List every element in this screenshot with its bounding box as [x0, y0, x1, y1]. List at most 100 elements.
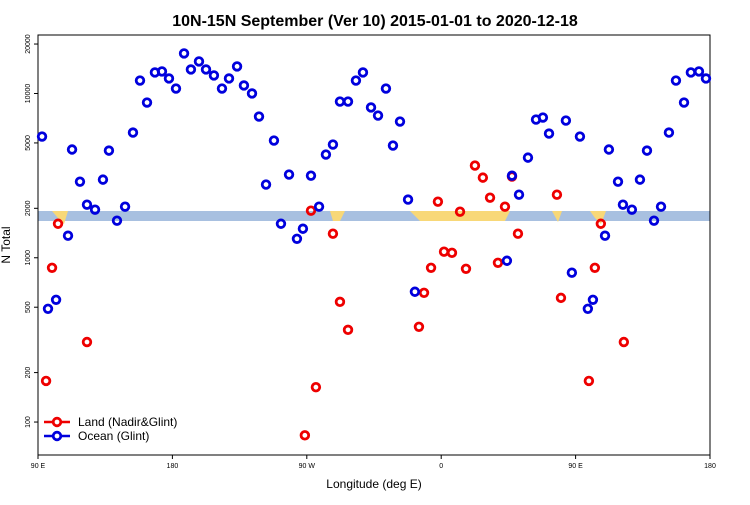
y-tick-label: 200	[25, 367, 32, 379]
point	[499, 201, 511, 212]
x-axis-label: Longitude (deg E)	[326, 477, 421, 491]
y-tick-label: 20000	[25, 34, 32, 54]
point	[492, 257, 504, 268]
plot-frame	[37, 34, 711, 456]
point	[484, 192, 496, 203]
point	[299, 430, 311, 441]
point	[313, 201, 325, 212]
point	[413, 321, 425, 332]
point	[46, 262, 58, 273]
x-tick-label: 90 E	[31, 463, 46, 470]
point	[327, 228, 339, 239]
legend-label: Ocean (Glint)	[78, 429, 149, 443]
x-tick-label: 90 E	[568, 463, 583, 470]
point	[89, 204, 101, 215]
point	[574, 131, 586, 142]
point	[81, 199, 93, 210]
point	[555, 292, 567, 304]
point	[582, 303, 594, 315]
point	[506, 170, 518, 181]
point	[40, 375, 52, 387]
y-axis-label: N Total	[0, 226, 13, 263]
x-tick-label: 0	[439, 463, 443, 470]
point	[432, 196, 444, 207]
point	[678, 97, 690, 108]
point	[634, 174, 646, 185]
point	[670, 75, 682, 86]
point	[425, 262, 437, 273]
point	[648, 215, 660, 226]
band	[38, 211, 710, 221]
point	[460, 263, 472, 274]
point	[409, 286, 421, 297]
y-tick-label: 10000	[25, 84, 32, 104]
point	[663, 127, 675, 138]
point	[438, 246, 450, 257]
point	[223, 73, 235, 84]
point	[297, 223, 309, 234]
point	[560, 115, 572, 126]
point	[305, 205, 317, 216]
point	[618, 336, 630, 348]
point	[334, 296, 346, 308]
point	[626, 204, 638, 215]
point	[111, 215, 123, 226]
point	[469, 160, 481, 171]
point	[537, 112, 549, 123]
point	[603, 144, 615, 155]
point	[522, 152, 534, 163]
point	[566, 267, 578, 278]
point	[334, 96, 346, 107]
y-tick-label: 5000	[25, 135, 32, 151]
chart-title: 10N-15N September (Ver 10) 2015-01-01 to…	[172, 13, 578, 30]
point	[74, 176, 86, 187]
point	[193, 56, 205, 67]
point	[163, 73, 175, 84]
point	[231, 61, 243, 72]
point	[208, 70, 220, 81]
point	[200, 64, 212, 75]
point	[454, 206, 466, 217]
point	[617, 199, 629, 210]
point	[357, 67, 369, 78]
point	[52, 218, 64, 229]
legend-marker	[51, 416, 63, 428]
point	[253, 111, 265, 122]
point	[685, 67, 697, 78]
point	[81, 336, 93, 348]
point	[36, 131, 48, 142]
point	[513, 189, 525, 200]
point	[327, 139, 339, 150]
point	[551, 189, 563, 200]
point	[543, 128, 555, 139]
y-tick-label: 500	[25, 301, 32, 313]
point	[260, 179, 272, 190]
point	[156, 66, 168, 77]
point	[418, 287, 430, 298]
point	[446, 247, 458, 259]
point	[693, 66, 705, 77]
legend-label: Land (Nadir&Glint)	[78, 415, 177, 429]
point	[583, 375, 595, 387]
point	[380, 83, 392, 94]
point	[216, 83, 228, 94]
point	[700, 73, 712, 84]
point	[387, 140, 399, 151]
point	[394, 116, 406, 127]
y-tick-label: 1000	[25, 250, 32, 266]
point	[62, 230, 74, 241]
point	[595, 218, 607, 229]
point	[178, 48, 190, 59]
point	[512, 228, 524, 239]
point	[587, 294, 599, 305]
point	[305, 170, 317, 181]
point	[50, 294, 62, 305]
x-tick-label: 180	[704, 463, 716, 470]
point	[372, 110, 384, 121]
point	[350, 75, 362, 86]
x-tick-label: 90 W	[299, 463, 316, 470]
point	[275, 218, 287, 229]
point	[185, 64, 197, 75]
point	[342, 96, 354, 107]
